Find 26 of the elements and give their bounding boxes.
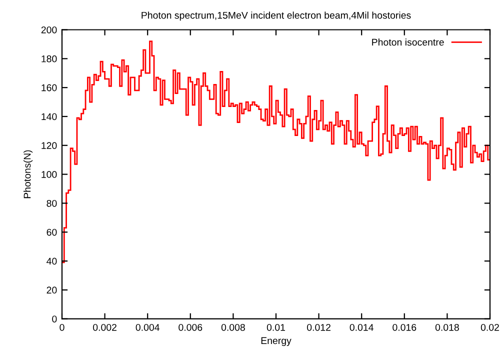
x-axis-title: Energy bbox=[261, 337, 292, 346]
y-tick-label: 40 bbox=[46, 258, 57, 265]
y-tick-label: 100 bbox=[42, 171, 57, 178]
y-axis-title: Photons(N) bbox=[24, 150, 33, 198]
x-tick-label: 0.016 bbox=[392, 324, 416, 331]
x-tick-label: 0.02 bbox=[480, 324, 499, 331]
x-tick-label: 0.018 bbox=[435, 324, 459, 331]
x-tick-label: 0.002 bbox=[93, 324, 116, 331]
y-tick-label: 120 bbox=[42, 142, 57, 150]
chart-title: Photon spectrum,15MeV incident electron beam,4Mil hostories bbox=[142, 12, 411, 21]
y-tick-label: 180 bbox=[42, 55, 57, 62]
x-tick-label: 0.01 bbox=[266, 324, 285, 331]
x-tick-label: 0 bbox=[60, 324, 64, 331]
x-tick-label: 0.012 bbox=[307, 324, 330, 331]
y-tick-label: 0 bbox=[52, 316, 57, 322]
y-tick-label: 200 bbox=[41, 26, 57, 34]
x-tick-label: 0.014 bbox=[350, 324, 374, 331]
y-tick-label: 80 bbox=[46, 200, 57, 207]
x-tick-label: 0.006 bbox=[178, 324, 202, 331]
x-tick-label: 0.004 bbox=[136, 324, 160, 331]
y-tick-label: 160 bbox=[42, 84, 57, 92]
y-tick-label: 60 bbox=[46, 228, 57, 236]
y-tick-label: 140 bbox=[42, 113, 57, 120]
y-tick-label: 20 bbox=[46, 286, 57, 294]
legend-label: Photon isocentre bbox=[372, 38, 444, 46]
x-tick-label: 0.008 bbox=[221, 324, 245, 331]
